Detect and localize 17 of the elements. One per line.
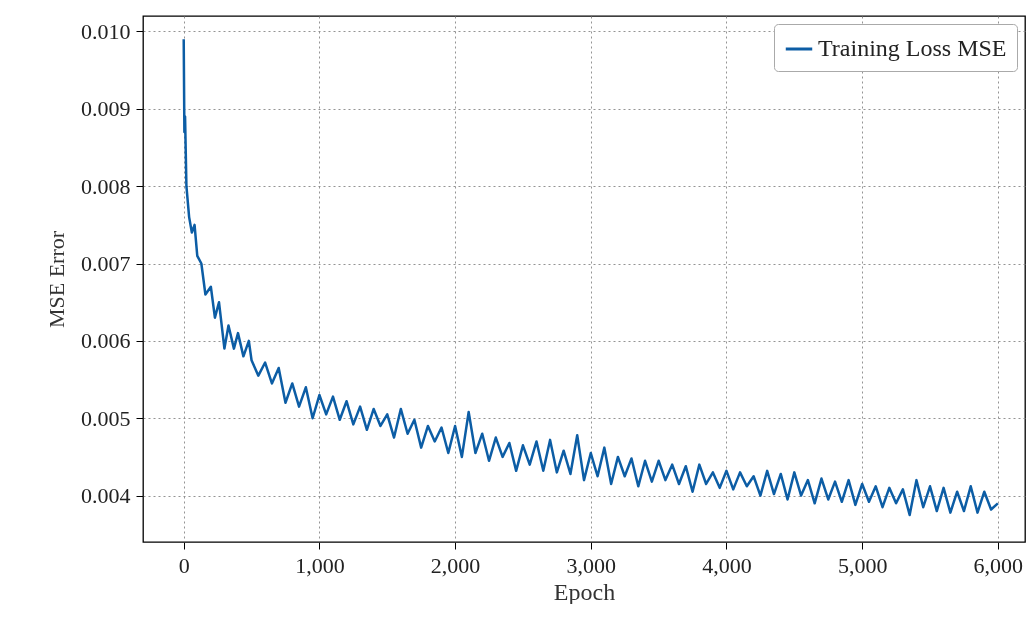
x-tick-label: 1,000 bbox=[295, 552, 345, 578]
x-tick-label: 6,000 bbox=[973, 552, 1024, 578]
legend-label: Training Loss MSE bbox=[818, 35, 1007, 61]
y-tick-label: 0.004 bbox=[81, 483, 131, 509]
x-tick-label: 5,000 bbox=[837, 552, 888, 578]
y-tick-label: 0.009 bbox=[81, 96, 131, 122]
x-axis-title: Epoch bbox=[553, 578, 616, 605]
x-tick-label: 3,000 bbox=[566, 552, 617, 578]
x-tick-label: 2,000 bbox=[430, 552, 481, 578]
y-tick-label: 0.006 bbox=[81, 328, 131, 354]
x-tick-label: 0 bbox=[178, 552, 190, 578]
x-tick-label: 4,000 bbox=[702, 552, 752, 578]
y-axis-title: MSE Error bbox=[44, 230, 69, 329]
y-tick-label: 0.008 bbox=[81, 173, 131, 199]
y-tick-label: 0.005 bbox=[81, 405, 131, 431]
y-tick-label: 0.010 bbox=[81, 18, 131, 44]
y-tick-label: 0.007 bbox=[81, 251, 131, 277]
